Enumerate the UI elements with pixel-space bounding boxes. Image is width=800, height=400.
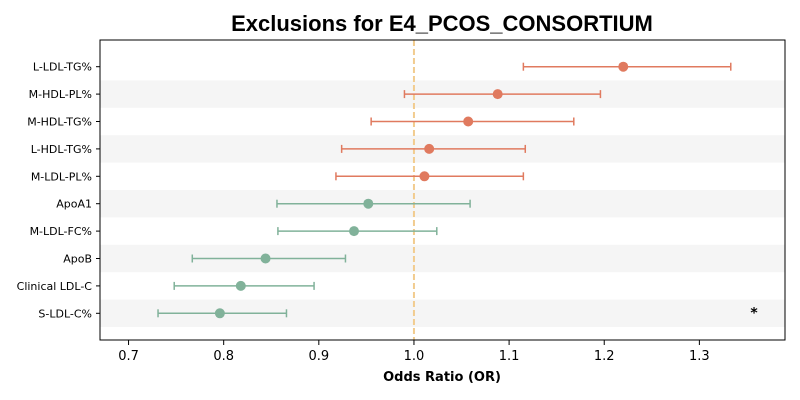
odds-ratio-point (349, 226, 360, 237)
odds-ratio-point (463, 116, 474, 127)
y-tick-label: S-LDL-C% (38, 307, 92, 320)
x-axis-label: Odds Ratio (OR) (383, 370, 501, 385)
y-tick-label: L-HDL-TG% (31, 143, 92, 156)
odds-ratio-point (260, 253, 271, 264)
x-tick-label: 1.2 (594, 349, 615, 364)
x-tick-label: 1.3 (689, 349, 710, 364)
odds-ratio-point (419, 171, 430, 182)
y-tick-label: L-LDL-TG% (33, 61, 92, 74)
y-tick-label: ApoA1 (56, 198, 92, 211)
data-marks: * (157, 61, 758, 321)
x-tick-label: 1.1 (499, 349, 520, 364)
y-tick-label: M-HDL-TG% (27, 116, 92, 129)
y-tick-label: M-LDL-PL% (31, 170, 92, 183)
x-tick-label: 0.9 (308, 349, 329, 364)
plot-frame (99, 39, 786, 341)
y-tick-label: Clinical LDL-C (17, 280, 93, 293)
x-tick-label: 0.7 (118, 349, 139, 364)
x-axis: 0.7 0.8 0.9 1.0 1.1 1.2 1.3 (118, 340, 710, 364)
odds-ratio-point (618, 61, 629, 72)
x-tick-label: 0.8 (213, 349, 234, 364)
odds-ratio-point (363, 198, 374, 209)
y-tick-label: M-HDL-PL% (29, 88, 92, 101)
y-tick-label: ApoB (63, 253, 92, 266)
chart-title: Exclusions for E4_PCOS_CONSORTIUM (231, 11, 653, 36)
odds-ratio-point (492, 89, 503, 100)
odds-ratio-point (235, 280, 246, 291)
odds-ratio-point (214, 308, 225, 319)
significance-marker: * (750, 305, 758, 321)
y-tick-label: M-LDL-FC% (30, 225, 92, 238)
odds-ratio-point (424, 143, 435, 154)
y-axis: L-LDL-TG% M-HDL-PL% M-HDL-TG% L-HDL-TG% M-LD… (17, 61, 100, 320)
x-tick-label: 1.0 (404, 349, 425, 364)
